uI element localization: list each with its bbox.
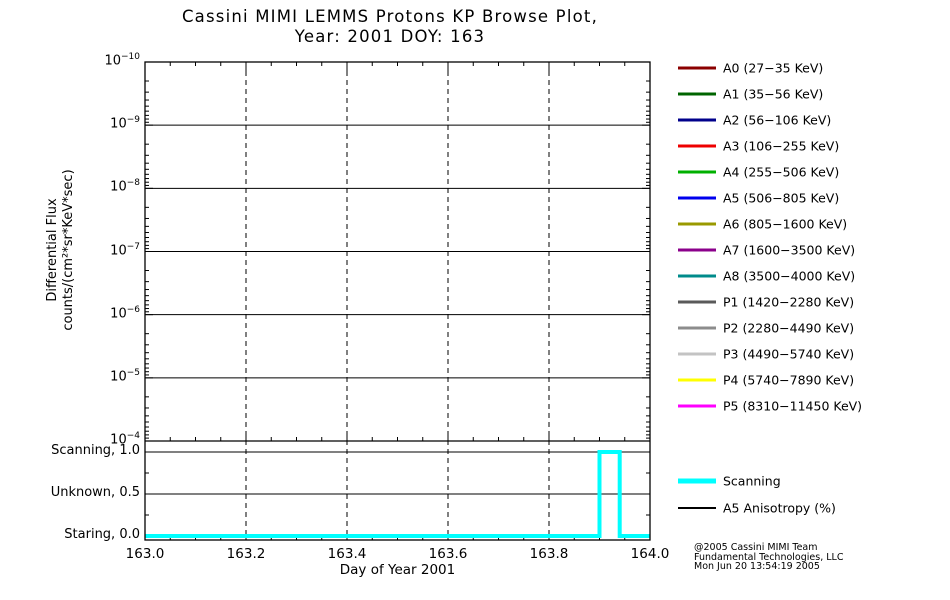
x-tick-label: 163.8 xyxy=(530,546,569,562)
y-axis-label-line1: Differential Flux xyxy=(45,198,60,302)
credit-line1: @2005 Cassini MIMI Team xyxy=(694,542,818,553)
legend-label-P1: P1 (1420−2280 KeV) xyxy=(723,295,854,310)
legend2-label-a5-anisotropy: A5 Anisotropy (%) xyxy=(723,501,836,516)
credit-line3: Mon Jun 20 13:54:19 2005 xyxy=(694,561,820,572)
legend-label-P2: P2 (2280−4490 KeV) xyxy=(723,321,854,336)
state-level-label: Unknown, 0.5 xyxy=(50,485,140,500)
legend2-label-scanning: Scanning xyxy=(723,474,781,489)
scanning-state-line xyxy=(145,450,650,538)
y-tick-label: 10−8 xyxy=(110,178,140,195)
legend-label-A0: A0 (27−35 KeV) xyxy=(723,61,823,76)
state-level-label: Scanning, 1.0 xyxy=(51,443,140,458)
y-axis-label-line2: counts/(cm²*sr*KeV*sec) xyxy=(61,169,76,331)
y-axis-label: Differential Flux counts/(cm²*sr*KeV*sec… xyxy=(45,120,79,380)
chart-title-line2: Year: 2001 DOY: 163 xyxy=(294,27,486,46)
state-level-label: Staring, 0.0 xyxy=(64,527,140,542)
x-tick-label: 163.6 xyxy=(429,546,468,562)
chart-title-line1: Cassini MIMI LEMMS Protons KP Browse Plo… xyxy=(181,7,599,26)
y-tick-label: 10−6 xyxy=(110,304,140,321)
x-tick-label: 163.4 xyxy=(328,546,367,562)
legend-label-A5: A5 (506−805 KeV) xyxy=(723,191,839,206)
legend-label-A8: A8 (3500−4000 KeV) xyxy=(723,269,855,284)
y-tick-label: 10−5 xyxy=(110,367,140,385)
x-tick-label: 164.0 xyxy=(631,546,670,562)
plot-border xyxy=(144,61,651,541)
x-axis-label: Day of Year 2001 xyxy=(339,562,456,578)
credit-line2: Fundamental Technologies, LLC xyxy=(694,551,844,563)
x-tick-label: 163.2 xyxy=(227,546,266,562)
y-tick-label: 10−10 xyxy=(104,52,140,69)
legend-label-A3: A3 (106−255 KeV) xyxy=(723,139,839,154)
legend-label-P5: P5 (8310−11450 KeV) xyxy=(723,399,862,414)
y-tick-label: 10−9 xyxy=(110,115,140,132)
legend-label-P3: P3 (4490−5740 KeV) xyxy=(723,347,854,362)
y-tick-label: 10−7 xyxy=(110,241,140,258)
legend-label-A1: A1 (35−56 KeV) xyxy=(723,87,823,102)
legend-label-P4: P4 (5740−7890 KeV) xyxy=(723,373,854,388)
legend-label-A2: A2 (56−106 KeV) xyxy=(723,113,831,128)
legend-label-A6: A6 (805−1600 KeV) xyxy=(723,217,847,232)
legend-label-A4: A4 (255−506 KeV) xyxy=(723,165,839,180)
legend-label-A7: A7 (1600−3500 KeV) xyxy=(723,243,855,258)
y-tick-label: 10−4 xyxy=(110,431,140,448)
x-tick-label: 163.0 xyxy=(126,546,165,562)
